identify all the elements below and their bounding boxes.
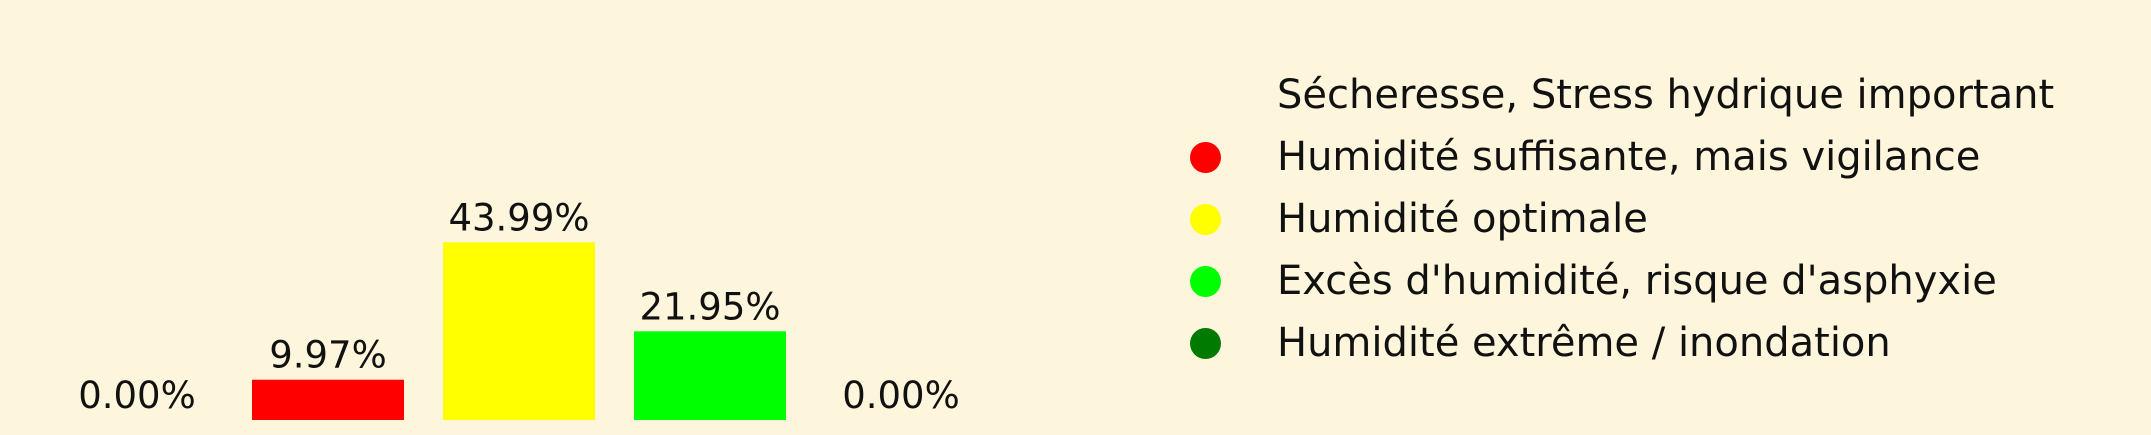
legend-label: Sécheresse, Stress hydrique important — [1277, 72, 2055, 118]
chart-legend: Sécheresse, Stress hydrique important Hu… — [1190, 64, 2054, 374]
legend-label: Humidité extrême / inondation — [1277, 320, 1891, 366]
bar-value-label: 0.00% — [78, 374, 196, 417]
legend-label: Excès d'humidité, risque d'asphyxie — [1277, 258, 1997, 304]
legend-marker-icon — [1190, 327, 1221, 359]
legend-marker-icon — [1190, 141, 1221, 173]
legend-label: Humidité optimale — [1277, 196, 1648, 242]
legend-marker-icon — [1190, 79, 1221, 111]
bar — [252, 379, 404, 420]
legend-item: Excès d'humidité, risque d'asphyxie — [1190, 250, 2054, 312]
bar-value-label: 0.00% — [842, 374, 960, 417]
legend-item: Sécheresse, Stress hydrique important — [1190, 64, 2054, 126]
legend-item: Humidité suffisante, mais vigilance — [1190, 126, 2054, 188]
legend-marker-icon — [1190, 203, 1221, 235]
legend-marker-icon — [1190, 265, 1221, 297]
legend-item: Humidité optimale — [1190, 188, 2054, 250]
bar-chart: 0.00% 9.97% 43.99% 21.95% 0.00% — [78, 196, 960, 420]
bar-value-label: 43.99% — [448, 196, 589, 239]
legend-item: Humidité extrême / inondation — [1190, 312, 2054, 374]
legend-label: Humidité suffisante, mais vigilance — [1277, 134, 1981, 180]
bar — [634, 331, 786, 420]
bar-value-label: 21.95% — [639, 285, 780, 328]
bar-value-label: 9.97% — [269, 334, 387, 377]
bar — [443, 242, 595, 420]
